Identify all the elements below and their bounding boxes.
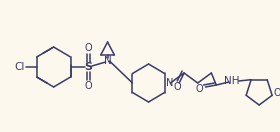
Text: O: O [273, 88, 280, 98]
Text: N: N [166, 78, 173, 88]
Text: O: O [196, 84, 204, 94]
Text: Cl: Cl [14, 62, 24, 72]
Text: N: N [104, 56, 111, 66]
Text: O: O [84, 81, 92, 91]
Text: O: O [84, 43, 92, 53]
Text: O: O [173, 82, 181, 92]
Text: S: S [84, 62, 92, 72]
Text: NH: NH [224, 76, 240, 86]
